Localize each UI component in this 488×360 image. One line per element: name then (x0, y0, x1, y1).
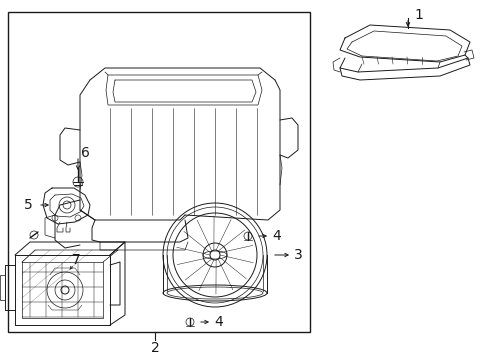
Text: 1: 1 (413, 8, 422, 22)
Bar (8, 12, 309, 332)
Text: 6: 6 (81, 146, 90, 160)
Text: 7: 7 (72, 253, 81, 267)
Text: 5: 5 (24, 198, 33, 212)
Text: 2: 2 (150, 341, 159, 355)
Text: 4: 4 (271, 229, 280, 243)
Text: 3: 3 (293, 248, 302, 262)
Text: 4: 4 (214, 315, 223, 329)
